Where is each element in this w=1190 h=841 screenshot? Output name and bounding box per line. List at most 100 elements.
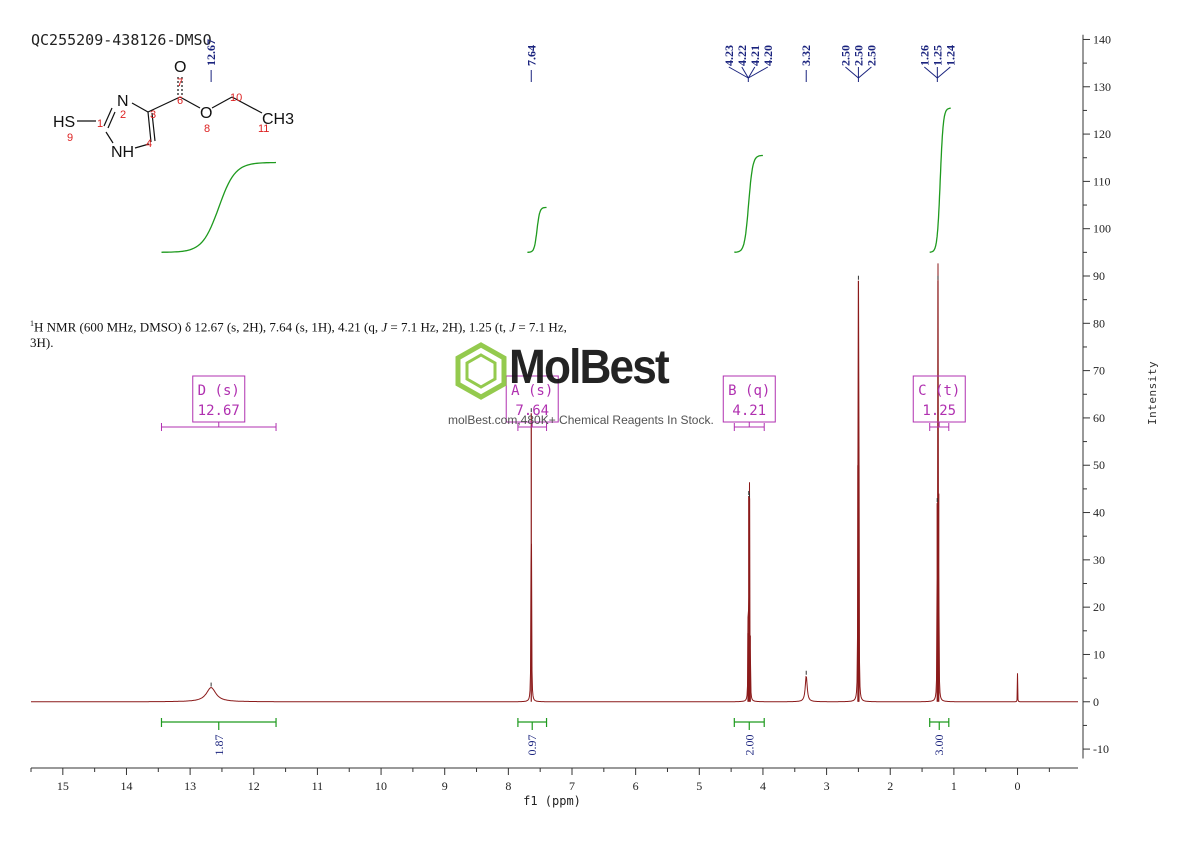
peak-shift-label: 7.64 [524,45,538,66]
x-tick-label: 11 [312,779,324,793]
watermark: MolBest molBest.com,480K+ Chemical Reage… [448,340,748,435]
atom-number: 9 [67,132,73,144]
integral-value: 0.97 [525,735,539,756]
peak-label-leader [747,66,756,79]
peak-shift-label: 3.32 [799,45,813,66]
multiplet-shift: 4.21 [732,403,766,419]
peak-shift-label: 1.26 [917,45,931,66]
y-tick-label: 140 [1093,32,1111,46]
integral-curve [161,161,277,253]
y-tick-label: 130 [1093,80,1111,94]
multiplet-name: A (s) [511,383,553,399]
peak-shift-label: 1.24 [943,45,957,66]
x-tick-label: 3 [824,779,830,793]
nmr-description: 1H NMR (600 MHz, DMSO) δ 12.67 (s, 2H), … [30,316,590,351]
x-tick-label: 10 [375,779,387,793]
y-tick-label: 40 [1093,506,1105,520]
x-tick-label: 15 [57,779,69,793]
nucleus-superscript: 1 [30,319,34,328]
x-tick-label: 13 [184,779,196,793]
y-tick-label: 80 [1093,316,1105,330]
y-tick-label: 110 [1093,174,1111,188]
atom-number: 8 [204,123,210,135]
x-tick-label: 5 [696,779,702,793]
x-tick-label: 8 [505,779,511,793]
atom-label-HS: HS [53,114,75,131]
integral-curve [527,206,547,253]
peak-shift-label: 12.67 [204,39,218,66]
nmr-description-part-c: = 7.1 Hz, 3H). [30,319,567,351]
peak-shift-label: 2.50 [838,45,852,66]
y-tick-label: 120 [1093,127,1111,141]
x-tick-label: 14 [120,779,132,793]
x-tick-label: 0 [1015,779,1021,793]
atom-number: 11 [258,123,269,135]
atom-number: 3 [150,109,156,121]
peak-shift-label: 4.21 [748,45,762,66]
y-tick-label: 70 [1093,364,1105,378]
x-tick-label: 1 [951,779,957,793]
atom-label-N: N [117,93,129,110]
nmr-description-part-b: = 7.1 Hz, 2H), 1.25 (t, [387,319,510,335]
atom-number: 2 [120,109,126,121]
peak-label-leader [937,66,951,79]
watermark-tagline: molBest.com,480K+ Chemical Reagents In S… [448,413,714,427]
coupling-symbol-1: J [381,319,388,335]
molecule-structure: O 7 N 6 HS 1 2 3 10 O CH3 9 NH 4 8 11 5 [53,59,294,160]
y-tick-label: 30 [1093,553,1105,567]
peak-label-leader [748,66,769,79]
atom-number: 1 [97,118,103,130]
x-tick-label: 2 [887,779,893,793]
x-tick-label: 12 [248,779,260,793]
y-tick-label: 10 [1093,647,1105,661]
peak-label-leader [741,66,749,79]
atom-label-O: O [174,59,186,76]
y-tick-label: 60 [1093,411,1105,425]
peak-shift-label: 4.20 [761,45,775,66]
multiplet-shift: 12.67 [198,403,240,419]
peak-shift-label: 1.25 [930,45,944,66]
integral-curve [734,154,763,253]
y-tick-label: 20 [1093,600,1105,614]
atom-label-CH3: CH3 [262,111,294,128]
atom-number: 6 [177,95,183,107]
atom-label-O: O [200,105,212,122]
integral-value: 2.00 [742,735,756,756]
x-axis-label: f1 (ppm) [523,794,581,808]
multiplet-name: D (s) [198,383,240,399]
benzene-logo-icon [455,342,507,400]
peak-shift-label: 2.50 [864,45,878,66]
nmr-description-part-a: H NMR (600 MHz, DMSO) δ 12.67 (s, 2H), 7… [34,319,382,335]
x-tick-label: 6 [633,779,639,793]
multiplet-name: B (q) [728,383,770,399]
integral-curve [929,107,951,253]
x-tick-label: 9 [442,779,448,793]
peak-shift-label: 4.22 [735,45,749,66]
peak-label-leader [858,66,872,79]
peak-shift-label: 4.23 [722,45,736,66]
integral-value: 3.00 [932,735,946,756]
y-tick-label: 90 [1093,269,1105,283]
coupling-symbol-2: J [509,319,516,335]
peak-label-leader [845,66,859,79]
peak-shift-label: 2.50 [851,45,865,66]
atom-number: 4 [146,138,152,150]
peak-label-leader [728,66,749,79]
x-tick-label: 4 [760,779,766,793]
y-tick-label: 100 [1093,222,1111,236]
integral-value: 1.87 [212,735,226,756]
y-tick-label: 50 [1093,458,1105,472]
atom-number: 10 [230,92,242,104]
watermark-brand: MolBest [509,341,670,394]
atom-label-NH: NH [111,144,134,160]
atom-number: 7 [177,77,183,89]
sample-id: QC255209-438126-DMSO [31,31,212,49]
multiplet-shift: 7.64 [515,403,549,419]
spectrum-trace [31,263,1078,703]
y-tick-label: -10 [1093,742,1109,756]
peak-label-leader [924,66,938,79]
x-tick-label: 7 [569,779,575,793]
multiplet-shift: 1.25 [922,403,956,419]
